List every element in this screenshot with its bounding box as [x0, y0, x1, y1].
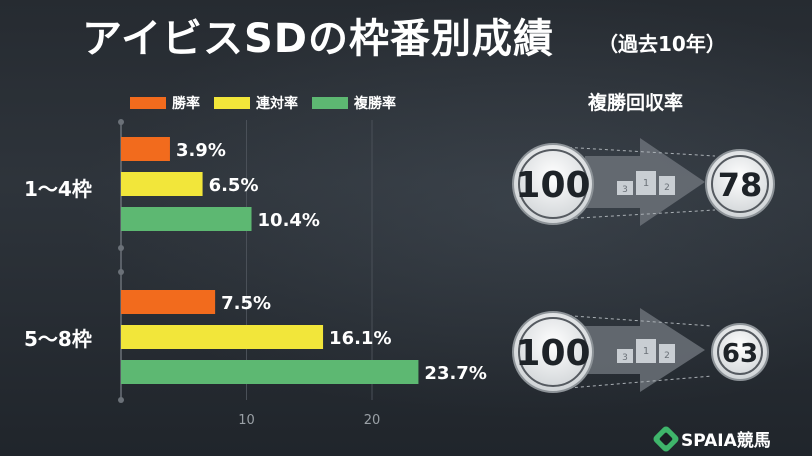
podium-icon: [617, 339, 675, 363]
podium-number-2: 2: [664, 183, 670, 193]
coin-ring: [518, 149, 588, 219]
roi-base-value: 100: [515, 165, 590, 206]
coin-base: [512, 311, 594, 393]
coin-ring: [518, 317, 588, 387]
axis-marker: [118, 397, 124, 403]
bar: [121, 290, 216, 314]
guide-line: [544, 145, 716, 157]
legend-swatch-place: [312, 97, 348, 109]
x-tick-label: 10: [238, 413, 255, 428]
roi-result-value: 78: [718, 166, 763, 204]
category-label-outer: 5〜8枠: [24, 327, 92, 351]
axis-marker: [118, 269, 124, 275]
bar-value-label: 7.5%: [221, 293, 271, 314]
coin-result: [705, 149, 775, 219]
roi-title: 複勝回収率: [588, 92, 684, 114]
podium-icon: [617, 171, 675, 195]
bar: [121, 207, 252, 231]
bar-value-label: 23.7%: [424, 363, 486, 384]
legend-swatch-quinella: [214, 97, 250, 109]
roi-row-2: 1 3 2 100 63: [512, 308, 769, 393]
brand-logo: SPAIA競馬: [651, 424, 771, 453]
category-label-inner: 1〜4枠: [24, 177, 92, 201]
roi-base-value: 100: [515, 333, 590, 374]
podium-number-3: 3: [622, 353, 628, 363]
podium-number-1: 1: [643, 346, 649, 357]
axis-marker: [118, 245, 124, 251]
logo-text: SPAIA競馬: [681, 431, 771, 451]
podium-number-2: 2: [664, 351, 670, 361]
legend-swatch-win: [130, 97, 166, 109]
coin-base: [512, 143, 594, 225]
bar-value-label: 3.9%: [176, 140, 226, 161]
bar: [121, 325, 324, 349]
chart-legend: 勝率 連対率 複勝率: [130, 93, 396, 113]
x-tick-label: 20: [364, 413, 381, 428]
bar-value-label: 16.1%: [329, 328, 391, 349]
logo-icon: [651, 424, 681, 453]
bar-value-label: 10.4%: [258, 210, 320, 231]
roi-result-value: 63: [722, 339, 758, 369]
guide-line: [544, 313, 713, 327]
podium-number-1: 1: [643, 178, 649, 189]
bar: [121, 360, 419, 384]
axis-marker: [118, 119, 124, 125]
page-title: アイビスSDの枠番別成績: [82, 16, 555, 62]
bar: [121, 172, 203, 196]
page-subtitle: （過去10年）: [598, 32, 726, 56]
legend-item-quinella: 連対率: [214, 93, 298, 113]
legend-label-quinella: 連対率: [256, 96, 298, 112]
legend-label-place: 複勝率: [354, 96, 396, 112]
roi-row-1: 1 3 2 100 78: [512, 138, 775, 226]
bar: [121, 137, 170, 161]
legend-item-place: 複勝率: [312, 93, 396, 113]
podium-number-3: 3: [622, 185, 628, 195]
coin-result: [711, 323, 769, 381]
guide-line: [544, 375, 713, 391]
coin-ring: [711, 155, 769, 213]
legend-item-win: 勝率: [130, 93, 200, 113]
guide-line: [544, 209, 716, 221]
legend-label-win: 勝率: [172, 96, 200, 112]
coin-ring: [717, 329, 763, 375]
bar-value-label: 6.5%: [209, 175, 259, 196]
